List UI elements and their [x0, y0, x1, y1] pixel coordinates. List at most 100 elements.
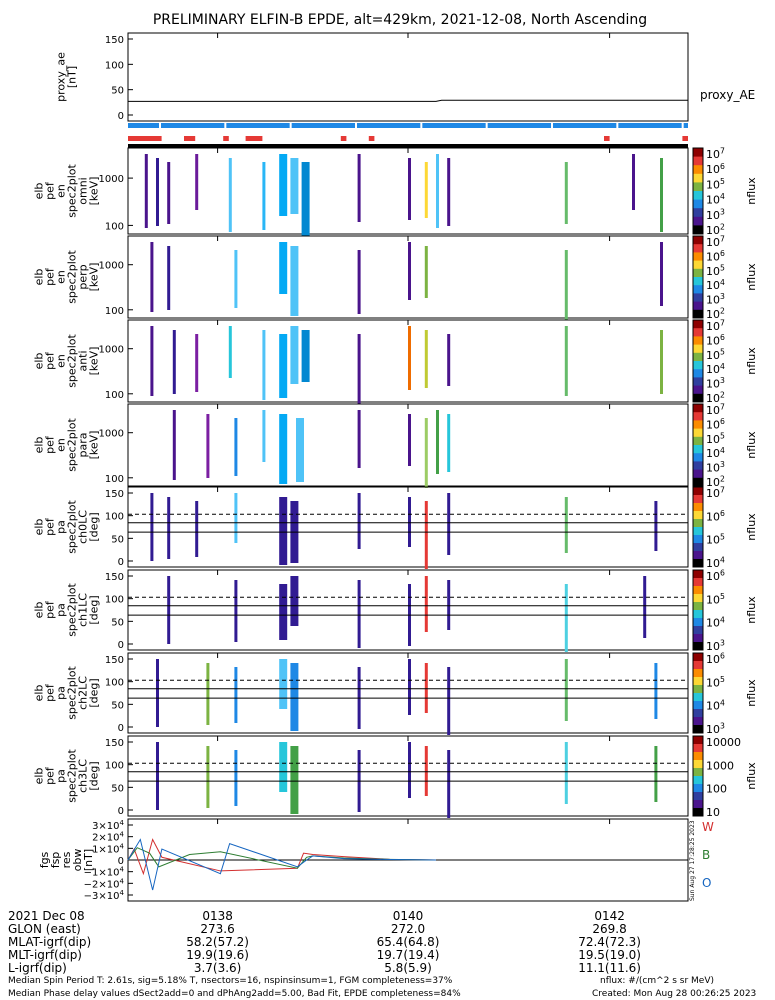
colorbar-swatch [693, 677, 703, 686]
flux-streak [279, 584, 288, 640]
ylabel-line: ch0LC [77, 510, 90, 544]
ephem-value: 5.8(5.9) [384, 961, 432, 975]
ytick-label: 1×104 [92, 842, 124, 855]
legend-B: B [702, 848, 710, 862]
ytick-label: 100 [105, 306, 124, 317]
colorbar-swatch [693, 503, 703, 512]
flux-streak [564, 326, 568, 396]
ylabel-line: proxy_ae [55, 52, 68, 102]
ylabel-line: spec2plot [66, 164, 79, 218]
colorbar-swatch [693, 268, 703, 278]
ylabel-line: en [55, 438, 68, 452]
ytick-label: −3×104 [84, 889, 125, 902]
colorbar-swatch [693, 602, 703, 611]
colorbar-swatch [693, 156, 703, 166]
flux-streak [262, 330, 266, 400]
ytick-label: 1000 [99, 261, 124, 272]
flux-streak [424, 746, 428, 796]
mlt-bar-gap [355, 123, 357, 128]
colorbar-swatch [693, 336, 703, 346]
flux-streak [279, 742, 288, 792]
panels: proxy_ae[nT]150100500proxy_AEelbpefenspe… [33, 32, 759, 902]
colorbar-swatch [693, 252, 703, 262]
ephem-value: 72.4(72.3) [578, 935, 641, 949]
ephem-value: 11.1(11.6) [578, 961, 641, 975]
flux-streak [436, 154, 439, 228]
colorbar-swatch [693, 661, 703, 670]
flux-streak [290, 663, 299, 731]
ytick-label: 150 [105, 489, 124, 500]
colorbar-swatch [693, 594, 703, 603]
colorbar-swatch [693, 469, 703, 479]
flux-streak [564, 497, 568, 553]
run-timestamp: Sun Aug 27 17:28:25 2023 [689, 820, 696, 901]
colorbar-tick-label: 105 [706, 263, 725, 277]
colorbar-tick-label: 103 [706, 460, 725, 474]
colorbar-swatch [693, 320, 703, 329]
ylabel-line: obw [71, 849, 84, 872]
colorbar-swatch [693, 701, 703, 710]
colorbar-swatch [693, 784, 703, 793]
colorbar-swatch [693, 182, 703, 192]
ytick-label: 150 [105, 35, 124, 46]
flux-streak [447, 667, 451, 735]
colorbar-swatch [693, 669, 703, 678]
colorbar-tick-label: 103 [706, 292, 725, 306]
footer-created: Created: Mon Aug 28 00:26:25 2023 [592, 989, 756, 999]
flux-streak [167, 497, 171, 559]
colorbar-swatch [693, 191, 703, 201]
colorbar-swatch [693, 800, 703, 809]
colorbar-tick-label: 106 [706, 417, 725, 431]
colorbar-swatch [693, 173, 703, 183]
colorbar-tick-label: 105 [706, 431, 725, 445]
ylabel-line: elb [33, 768, 46, 785]
mlt-bar-gap [420, 123, 423, 128]
colorbar-tick-label: 107 [706, 319, 725, 333]
colorbar-swatch [693, 543, 703, 552]
flux-streak [447, 158, 451, 226]
legend-proxy-ae: proxy_AE [700, 88, 755, 102]
flux-streak [408, 742, 411, 798]
colorbar-swatch [693, 792, 703, 801]
panel-frame [127, 32, 689, 122]
colorbar-tick-label: 104 [706, 615, 725, 629]
ylabel-line: spec2plot [66, 334, 79, 388]
mlt-bar-gap [159, 123, 161, 128]
colorbar-tick-label: 106 [706, 333, 725, 347]
flux-streak [279, 334, 288, 398]
colorbar-swatch [693, 277, 703, 286]
flux-streak [564, 659, 568, 721]
coverage-bar [128, 144, 688, 148]
colorbar-swatch [693, 551, 703, 560]
colorbar-swatch [693, 760, 703, 769]
colorbar-tick-label: 105 [706, 592, 725, 606]
ylabel-line: spec2plot [66, 666, 79, 720]
ytick-label: −1×104 [84, 866, 125, 879]
colorbar-swatch [693, 487, 703, 496]
ylabel-line: spec2plot [66, 749, 79, 803]
flux-streak [357, 410, 361, 468]
ylabel-line: omni [77, 177, 90, 204]
flux-streak [234, 580, 238, 642]
ytick-label: 50 [111, 86, 124, 97]
colorbar-tick-label: 106 [706, 249, 725, 263]
flux-streak [234, 250, 238, 308]
plot-title: PRELIMINARY ELFIN-B EPDE, alt=429km, 202… [153, 12, 647, 28]
panel-omni: elbpefenspec2plotomni[keV]10001001071061… [33, 147, 759, 237]
flux-streak [195, 501, 199, 557]
ylabel-line: pa [55, 686, 68, 700]
flux-streak [564, 584, 568, 652]
flux-streak [660, 158, 663, 232]
colorbar-tick-label: 104 [706, 192, 725, 206]
ytick-label: 1000 [99, 174, 124, 185]
ytick-label: −2×104 [84, 877, 125, 890]
flux-streak [424, 330, 428, 388]
colorbar-tick-label: 102 [706, 223, 725, 237]
colorbar-swatch [693, 293, 703, 303]
colorbar-swatch [693, 736, 703, 745]
flux-streak [447, 750, 451, 818]
flux-streak [424, 663, 428, 713]
